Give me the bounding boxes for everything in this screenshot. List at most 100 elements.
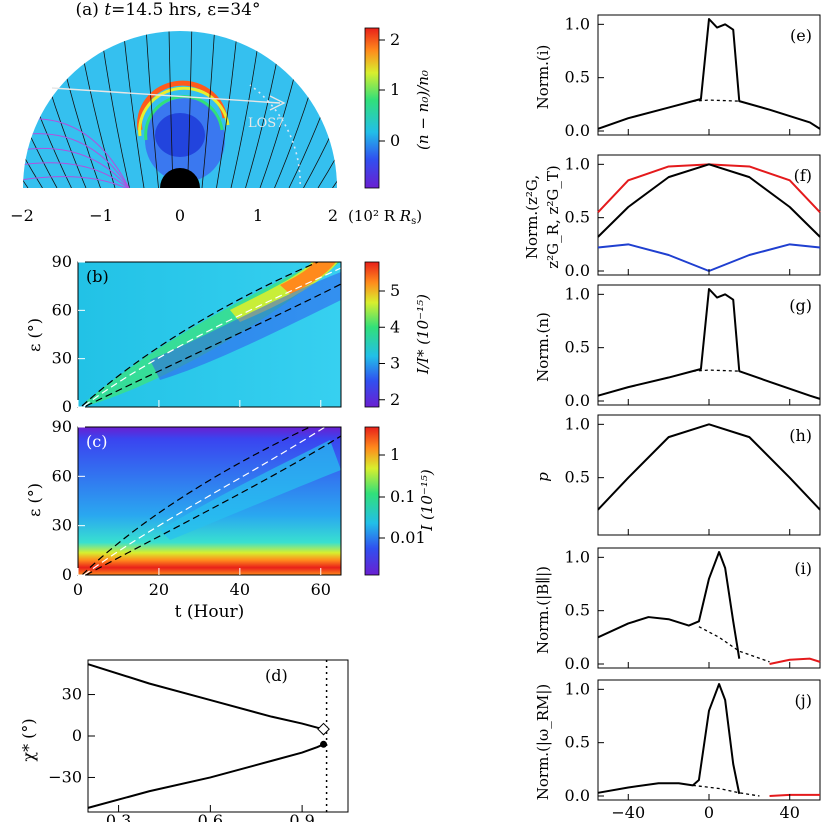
x-tick-label: −40 bbox=[611, 803, 645, 822]
x-tick-label: 0.6 bbox=[198, 811, 223, 822]
los-line bbox=[51, 87, 281, 104]
field-line bbox=[23, 31, 58, 188]
y-tick-label: 0.0 bbox=[565, 261, 590, 280]
panel-j-label: (j) bbox=[795, 691, 812, 710]
panel-c-label: (c) bbox=[86, 432, 107, 451]
panel-i-label: (i) bbox=[794, 559, 812, 578]
baseline-curve bbox=[692, 784, 760, 797]
panel-c: (c) 0 30 60 90 0 20 40 60 t (Hour) ε (°) 1 0.1 0.0… bbox=[25, 417, 436, 622]
colorbar-c-label: I (10⁻¹⁵) bbox=[418, 469, 436, 532]
cbar-tick-label: 3 bbox=[390, 354, 400, 373]
y-tick-label: 0.5 bbox=[565, 733, 590, 752]
cbar-tick-label: 2 bbox=[390, 390, 400, 409]
panel-c-ylabel: ε (°) bbox=[25, 483, 44, 517]
profile-curve bbox=[597, 163, 821, 238]
field-line-purple bbox=[23, 133, 131, 188]
x-tick-label: 40 bbox=[230, 580, 250, 599]
profile-curve bbox=[769, 657, 821, 665]
x-tick-label: 0.3 bbox=[106, 811, 131, 822]
panel-a-x-axis: −2 −1 0 1 2 (10² R Rs) bbox=[10, 206, 422, 227]
diamond-marker bbox=[317, 722, 330, 736]
cme-density-map bbox=[23, 31, 337, 188]
x-tick-label: 0.9 bbox=[289, 811, 314, 822]
los-arrow-icon bbox=[269, 95, 286, 111]
tick-label: −1 bbox=[89, 206, 113, 225]
cbar-tick-label: 1 bbox=[390, 445, 400, 464]
tick-label: −2 bbox=[10, 206, 34, 225]
panel-b: (b) 0 30 60 90 ε (°) 2 3 4 5 I/I* (10⁻¹⁵) bbox=[25, 252, 432, 416]
x-tick-label: 0 bbox=[704, 803, 714, 822]
y-tick-label: 0 bbox=[62, 397, 72, 416]
profile-curve bbox=[597, 18, 821, 130]
colorbar-b-label: I/I* (10⁻¹⁵) bbox=[414, 294, 432, 375]
y-tick-label: 0 bbox=[72, 726, 82, 745]
cbar-tick-label: 5 bbox=[390, 281, 400, 300]
panel-i: 0.0 0.5 1.0 (i) Norm.(|B∥|) bbox=[534, 547, 821, 673]
x-axis-label: t (Hour) bbox=[175, 602, 245, 622]
panel-f-label: (f) bbox=[794, 166, 812, 185]
panel-frame bbox=[597, 679, 821, 801]
los-label: LOS7 bbox=[248, 116, 284, 131]
panel-f-ylabel-1: Norm.(z²G, bbox=[523, 175, 541, 259]
panel-j: 0.0 0.5 1.0 (j) Norm.(|ω_RM|) −40 0 40 bbox=[534, 679, 821, 822]
panel-e-label: (e) bbox=[790, 26, 812, 45]
baseline-curve bbox=[692, 369, 740, 372]
y-tick-label: 60 bbox=[52, 300, 72, 319]
panel-d: 30 0 −30 0.3 0.6 0.9 (d) χ* (°) bbox=[19, 659, 349, 822]
panel-frame bbox=[597, 14, 821, 136]
colorbar-a: 2 1 0 (n − n₀)/n₀ bbox=[364, 27, 432, 189]
y-tick-label: 1.0 bbox=[565, 284, 590, 303]
y-tick-label: 90 bbox=[52, 417, 72, 436]
panel-a-title: (a) t=14.5 hrs, ε=34° bbox=[76, 0, 261, 20]
y-tick-label: 0.5 bbox=[565, 601, 590, 620]
y-tick-label: 1.0 bbox=[565, 547, 590, 566]
profile-curve bbox=[597, 423, 821, 511]
y-tick-label: 0.0 bbox=[565, 121, 590, 140]
panel-e-ylabel: Norm.(i) bbox=[534, 45, 552, 110]
field-line bbox=[145, 31, 159, 188]
sun-disk bbox=[160, 168, 200, 188]
panel-frame bbox=[597, 547, 821, 669]
field-line bbox=[201, 31, 216, 188]
dot-marker bbox=[320, 740, 328, 748]
field-line bbox=[122, 31, 145, 188]
panel-h-label: (h) bbox=[789, 426, 812, 445]
profile-curve bbox=[597, 683, 741, 795]
cbar-tick-label: 4 bbox=[390, 317, 400, 336]
panel-frame bbox=[597, 414, 821, 536]
y-tick-label: 1.0 bbox=[565, 414, 590, 433]
profile-curve bbox=[597, 288, 821, 400]
panel-e: 0.0 0.5 1.0 (e) Norm.(i) bbox=[534, 14, 821, 140]
panel-f-ylabel-2: z²G_R, z²G_T) bbox=[544, 165, 562, 268]
colorbar-a-label: (n − n₀)/n₀ bbox=[414, 70, 432, 150]
panel-d-label: (d) bbox=[265, 666, 288, 685]
panel-g-ylabel: Norm.(n) bbox=[534, 312, 552, 382]
panel-b-axes: 0 30 60 90 bbox=[52, 252, 322, 416]
y-tick-label: 0.5 bbox=[565, 208, 590, 227]
y-tick-label: 90 bbox=[52, 252, 72, 271]
panel-h-ylabel: p bbox=[534, 472, 552, 482]
tick-label: 1 bbox=[253, 206, 263, 225]
y-tick-label: −30 bbox=[48, 767, 82, 786]
y-tick-label: 30 bbox=[52, 516, 72, 535]
x-tick-label: 20 bbox=[149, 580, 169, 599]
cbar-tick-label: 0.01 bbox=[390, 528, 426, 547]
panel-h: 0.5 1.0 (h) p bbox=[534, 414, 821, 536]
right-column: 0.0 0.5 1.0 (e) Norm.(i) 0.0 0.5 1.0 (f) Norm.(z²… bbox=[523, 14, 821, 822]
y-tick-label: 1.0 bbox=[565, 679, 590, 698]
y-tick-label: 0.0 bbox=[565, 786, 590, 805]
panel-b-ylabel: ε (°) bbox=[25, 318, 44, 352]
y-tick-label: 30 bbox=[52, 349, 72, 368]
y-tick-label: 0.5 bbox=[565, 338, 590, 357]
tick-label: 0 bbox=[175, 206, 185, 225]
colorbar-c: 1 0.1 0.01 I (10⁻¹⁵) bbox=[364, 426, 436, 576]
field-line bbox=[23, 31, 43, 188]
profile-curve bbox=[769, 793, 820, 797]
y-tick-label: 0.5 bbox=[565, 68, 590, 87]
profile-curve bbox=[597, 551, 741, 659]
field-line-purple bbox=[23, 162, 131, 188]
tick-label: 0 bbox=[390, 131, 400, 150]
panel-d-ylabel: χ* (°) bbox=[19, 718, 38, 761]
baseline-curve bbox=[692, 99, 740, 102]
